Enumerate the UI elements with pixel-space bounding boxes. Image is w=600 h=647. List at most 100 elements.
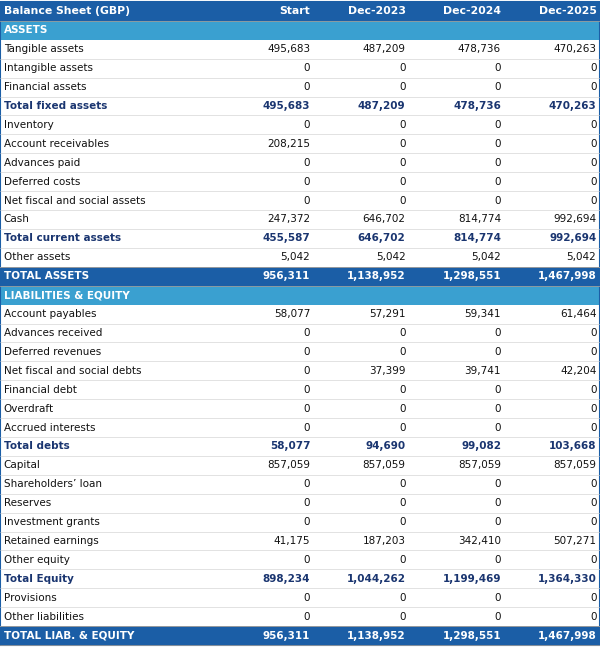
Bar	[0, 78, 219, 96]
Bar	[505, 191, 600, 210]
Bar	[409, 40, 505, 59]
Bar	[314, 361, 409, 380]
Text: 470,263: 470,263	[553, 44, 596, 54]
Text: Overdraft: Overdraft	[4, 404, 54, 413]
Text: 0: 0	[590, 611, 596, 622]
Text: ASSETS: ASSETS	[4, 25, 48, 36]
Bar	[314, 324, 409, 342]
Bar	[314, 153, 409, 172]
Text: 1,199,469: 1,199,469	[443, 574, 501, 584]
Text: 470,263: 470,263	[548, 101, 596, 111]
Bar	[409, 437, 505, 456]
Bar	[0, 475, 219, 494]
Bar	[505, 96, 600, 115]
Bar	[0, 532, 219, 551]
Text: Dec-2025: Dec-2025	[539, 6, 596, 16]
Bar	[409, 115, 505, 135]
Bar	[409, 248, 505, 267]
Bar	[409, 512, 505, 532]
Bar	[409, 305, 505, 324]
Bar	[0, 286, 219, 305]
Text: 0: 0	[590, 404, 596, 413]
Bar	[505, 21, 600, 40]
Bar	[219, 569, 314, 588]
Bar	[314, 135, 409, 153]
Bar	[219, 512, 314, 532]
Bar	[0, 267, 219, 286]
Bar	[219, 40, 314, 59]
Bar	[0, 59, 219, 78]
Bar	[314, 115, 409, 135]
Text: 1,298,551: 1,298,551	[442, 271, 501, 281]
Text: Total current assets: Total current assets	[4, 234, 121, 243]
Bar	[314, 380, 409, 399]
Bar	[314, 248, 409, 267]
Bar	[409, 361, 505, 380]
Bar	[219, 191, 314, 210]
Text: 0: 0	[304, 82, 310, 92]
Text: Deferred revenues: Deferred revenues	[4, 347, 101, 357]
Text: 0: 0	[399, 82, 406, 92]
Bar	[409, 494, 505, 512]
Text: Balance Sheet (GBP): Balance Sheet (GBP)	[4, 6, 130, 16]
Text: 0: 0	[304, 63, 310, 73]
Text: 0: 0	[590, 555, 596, 565]
Text: 0: 0	[399, 479, 406, 489]
Bar	[219, 172, 314, 191]
Bar	[219, 475, 314, 494]
Text: Dec-2024: Dec-2024	[443, 6, 501, 16]
Text: 1,364,330: 1,364,330	[538, 574, 596, 584]
Bar	[219, 551, 314, 569]
Bar	[219, 342, 314, 361]
Bar	[505, 361, 600, 380]
Bar	[505, 40, 600, 59]
Text: Tangible assets: Tangible assets	[4, 44, 83, 54]
Bar	[505, 229, 600, 248]
Bar	[409, 588, 505, 607]
Bar	[505, 437, 600, 456]
Text: 0: 0	[304, 479, 310, 489]
Bar	[219, 96, 314, 115]
Text: 208,215: 208,215	[267, 139, 310, 149]
Bar	[314, 305, 409, 324]
Text: 0: 0	[399, 611, 406, 622]
Text: 0: 0	[590, 347, 596, 357]
Bar	[505, 135, 600, 153]
Text: 0: 0	[399, 328, 406, 338]
Bar	[409, 551, 505, 569]
Bar	[314, 456, 409, 475]
Bar	[409, 342, 505, 361]
Text: 37,399: 37,399	[369, 366, 406, 376]
Bar	[505, 78, 600, 96]
Bar	[314, 418, 409, 437]
Bar	[314, 172, 409, 191]
Text: 0: 0	[399, 158, 406, 168]
Bar	[0, 2, 219, 21]
Bar	[0, 512, 219, 532]
Bar	[505, 59, 600, 78]
Text: Other liabilities: Other liabilities	[4, 611, 83, 622]
Text: 0: 0	[590, 177, 596, 187]
Text: Other assets: Other assets	[4, 252, 70, 262]
Bar	[0, 456, 219, 475]
Text: 0: 0	[494, 422, 501, 432]
Text: 0: 0	[399, 422, 406, 432]
Text: Investment grants: Investment grants	[4, 517, 100, 527]
Text: 0: 0	[494, 347, 501, 357]
Text: 0: 0	[590, 593, 596, 603]
Text: 0: 0	[304, 498, 310, 508]
Text: LIABILITIES & EQUITY: LIABILITIES & EQUITY	[4, 290, 130, 300]
Text: 487,209: 487,209	[362, 44, 406, 54]
Text: 1,467,998: 1,467,998	[538, 631, 596, 641]
Text: 0: 0	[590, 139, 596, 149]
Bar	[0, 588, 219, 607]
Bar	[219, 418, 314, 437]
Text: Advances paid: Advances paid	[4, 158, 80, 168]
Text: 0: 0	[399, 63, 406, 73]
Bar	[314, 286, 409, 305]
Text: 0: 0	[590, 328, 596, 338]
Text: 0: 0	[590, 195, 596, 206]
Bar	[219, 532, 314, 551]
Text: 478,736: 478,736	[453, 101, 501, 111]
Text: Provisions: Provisions	[4, 593, 56, 603]
